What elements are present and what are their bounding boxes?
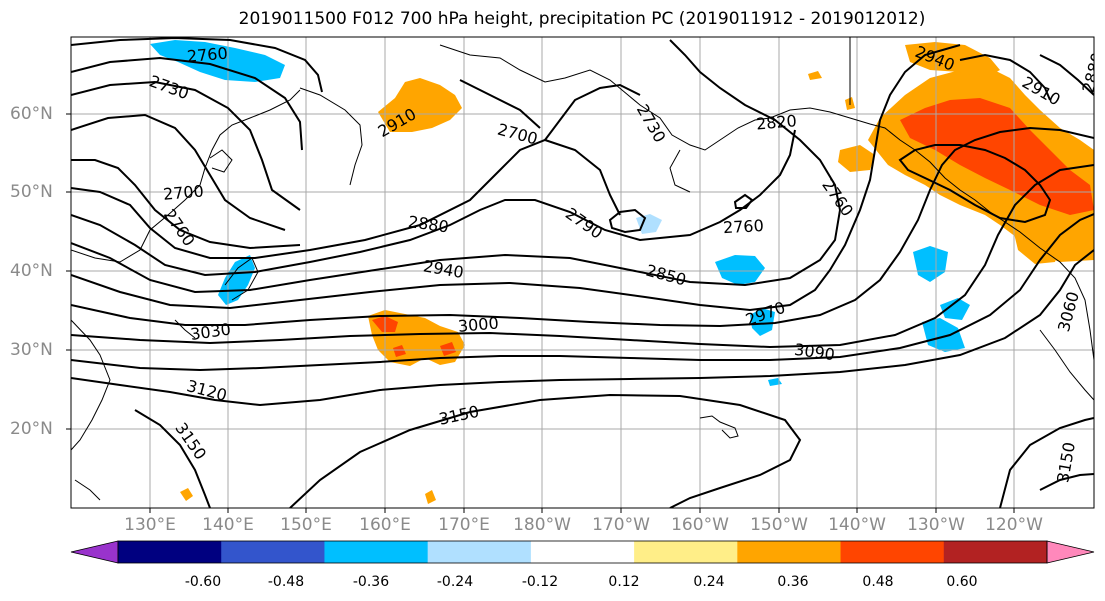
- contour-label: 2760: [186, 43, 228, 65]
- lat-label: 40°N: [10, 261, 53, 281]
- colorbar-tick-label: 0.24: [693, 574, 725, 590]
- lon-label: 130°E: [124, 515, 176, 535]
- axis-ticks: [66, 113, 1015, 513]
- precip-area-central-pacific-core-2: [393, 345, 406, 357]
- lon-label: 130°W: [907, 515, 965, 535]
- colorbar-tick-label: -0.48: [267, 574, 305, 590]
- precip-positive-areas: [180, 42, 1094, 504]
- lon-label: 120°W: [985, 515, 1043, 535]
- colorbar-tick-label: 0.36: [777, 574, 809, 590]
- precip-area-small-1: [180, 488, 193, 501]
- precip-area-small-2: [425, 490, 436, 504]
- lat-label: 60°N: [10, 104, 53, 124]
- lon-label: 140°E: [202, 515, 254, 535]
- colorbar: [70, 540, 1095, 564]
- precip-area-nw-yellow: [905, 42, 1000, 78]
- precip-area-east-3: [922, 318, 965, 352]
- lon-label: 170°E: [438, 515, 490, 535]
- colorbar-outline: [117, 540, 1048, 564]
- lon-label: 150°E: [280, 515, 332, 535]
- lat-label: 20°N: [10, 419, 53, 439]
- lat-label: 30°N: [10, 340, 53, 360]
- graticule: [71, 37, 1094, 508]
- colorbar-tick-label: 0.48: [862, 574, 894, 590]
- colorbar-segment: [324, 541, 429, 563]
- precip-area-east-2: [940, 298, 970, 320]
- contour-label: 2760: [723, 216, 765, 237]
- map-frame: [70, 36, 1095, 509]
- colorbar-segment: [840, 541, 945, 563]
- colorbar-segment: [943, 541, 1048, 563]
- lon-label: 180°W: [513, 515, 571, 535]
- colorbar-segment: [737, 541, 842, 563]
- colorbar-segment: [530, 541, 635, 563]
- colorbar-segment: [634, 541, 738, 563]
- contour-label: 3000: [457, 313, 499, 335]
- colorbar-tick-label: -0.12: [521, 574, 559, 590]
- colorbar-tick-label: -0.60: [184, 574, 222, 590]
- colorbar-segment: [427, 541, 532, 563]
- lat-label: 50°N: [10, 182, 53, 202]
- lon-label: 160°E: [359, 515, 411, 535]
- precip-area-aleutian-west: [378, 78, 462, 132]
- precip-area-japan: [218, 255, 255, 305]
- lon-label: 170°W: [592, 515, 650, 535]
- lon-label: 160°W: [671, 515, 729, 535]
- precip-area-central-pacific-core-3: [440, 342, 456, 356]
- contour-label: 2820: [755, 111, 797, 133]
- colorbar-tick-label: -0.24: [436, 574, 474, 590]
- precip-area-small-3: [808, 71, 822, 80]
- precip-negative-areas: [150, 40, 970, 386]
- colorbar-extend-low: [70, 540, 119, 564]
- precip-area-okhotsk: [150, 40, 285, 82]
- height-contours: [71, 37, 1094, 508]
- lon-label: 150°W: [750, 515, 808, 535]
- map-title: 2019011500 F012 700 hPa height, precipit…: [238, 9, 926, 29]
- precip-area-bering-light: [636, 214, 662, 234]
- colorbar-extend-high: [1046, 540, 1095, 564]
- precip-area-gulf-south: [750, 308, 775, 336]
- precip-area-nw-core: [900, 98, 1094, 215]
- precip-area-east-1: [913, 246, 948, 282]
- colorbar-segment: [221, 541, 325, 563]
- contour-label: 2700: [162, 181, 204, 203]
- precip-area-gulf-west: [715, 255, 765, 285]
- colorbar-segment: [118, 541, 222, 563]
- colorbar-tick-label: 0.12: [608, 574, 640, 590]
- colorbar-tick-label: 0.60: [946, 574, 978, 590]
- lon-label: 140°W: [828, 515, 886, 535]
- colorbar-tick-label: -0.36: [352, 574, 390, 590]
- coastlines: [71, 37, 1094, 501]
